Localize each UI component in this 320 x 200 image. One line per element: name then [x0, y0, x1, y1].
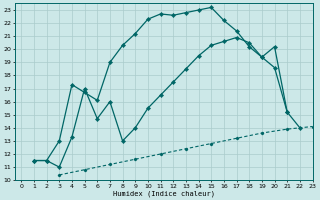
X-axis label: Humidex (Indice chaleur): Humidex (Indice chaleur)	[113, 190, 215, 197]
